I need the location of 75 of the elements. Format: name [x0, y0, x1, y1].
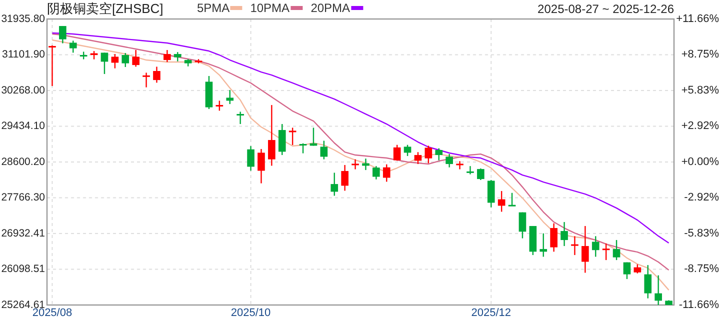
candlestick [111, 53, 119, 69]
y-tick-label: 30268.00 [1, 84, 46, 96]
candlestick [153, 66, 160, 84]
candlestick [654, 274, 662, 306]
candlestick [299, 142, 307, 154]
y2-tick-label: +2.92% [681, 120, 720, 132]
legend-label: 10PMA [250, 1, 290, 16]
candlestick [132, 49, 140, 68]
candlestick [404, 144, 412, 157]
candlestick [142, 72, 150, 88]
y-tick-label: 28600.20 [1, 156, 46, 168]
candlestick [550, 222, 558, 252]
chart-title: 阴极铜卖空[ZHSBC] [47, 1, 164, 16]
candlestick [414, 152, 422, 165]
candlestick [508, 192, 516, 207]
candlestick [164, 49, 171, 63]
y2-tick-label: +11.66% [676, 12, 720, 25]
candlestick [226, 89, 234, 105]
y2-tick-label: -2.92% [684, 192, 720, 204]
candlestick [122, 52, 130, 68]
y2-tick-label: +8.75% [681, 48, 720, 61]
candlestick [216, 100, 224, 112]
candlestick [582, 225, 589, 274]
candlestick [487, 179, 495, 208]
y-tick-label: 26932.41 [1, 227, 46, 240]
candlestick [456, 160, 464, 170]
candlestick [48, 44, 56, 87]
candlestick [602, 242, 610, 261]
y-tick-label: 29434.10 [1, 120, 46, 132]
candlestick [393, 144, 401, 162]
candlestick [518, 212, 526, 239]
y2-tick-label: -5.83% [684, 227, 720, 240]
x-tick-label: 2025/10 [230, 307, 271, 319]
legend-label: 20PMA [310, 1, 350, 16]
y-tick-label: 31101.90 [2, 48, 46, 61]
candlestick [268, 104, 276, 166]
candlestick [258, 148, 265, 184]
y2-tick-label: +5.83% [681, 84, 720, 96]
candlestick [446, 153, 453, 168]
candlestick [540, 232, 548, 258]
y2-tick-label: +0.00% [681, 156, 720, 168]
candlestick [69, 40, 77, 54]
y2-tick-label: -8.75% [684, 263, 720, 276]
candlestick [247, 145, 254, 172]
y-tick-label: 27766.30 [1, 192, 46, 204]
candlestick [477, 168, 484, 181]
y-tick-label: 26098.51 [1, 263, 46, 276]
candlestick [341, 164, 348, 192]
chart-subtitle: 2025-08-27 ~ 2025-12-26 [538, 2, 674, 16]
candlestick [560, 221, 568, 247]
candlestick [330, 172, 338, 196]
candlestick [100, 52, 108, 75]
x-tick-label: 2025/08 [32, 307, 72, 319]
candlestick [466, 165, 474, 175]
candlestick [59, 25, 66, 44]
candlestick [435, 148, 443, 161]
candlestick [288, 127, 296, 146]
candlestick [236, 111, 244, 125]
candlestick [623, 262, 631, 280]
candlestick [571, 236, 578, 256]
candlestick [424, 145, 432, 164]
candlestick [634, 264, 642, 274]
candlestick [278, 123, 286, 156]
x-tick-label: 2025/12 [471, 307, 512, 319]
candlestick [320, 140, 328, 160]
legend-label: 5PMA [197, 1, 230, 16]
candlestick [372, 165, 380, 180]
candlestick [352, 158, 359, 170]
y-tick-label: 31935.80 [1, 12, 46, 25]
candlestick [644, 264, 652, 299]
candlestick [382, 164, 390, 182]
candlestick [612, 239, 620, 261]
candlestick [174, 51, 182, 62]
candlestick [592, 236, 600, 258]
y2-tick-label: -11.66% [678, 298, 720, 311]
